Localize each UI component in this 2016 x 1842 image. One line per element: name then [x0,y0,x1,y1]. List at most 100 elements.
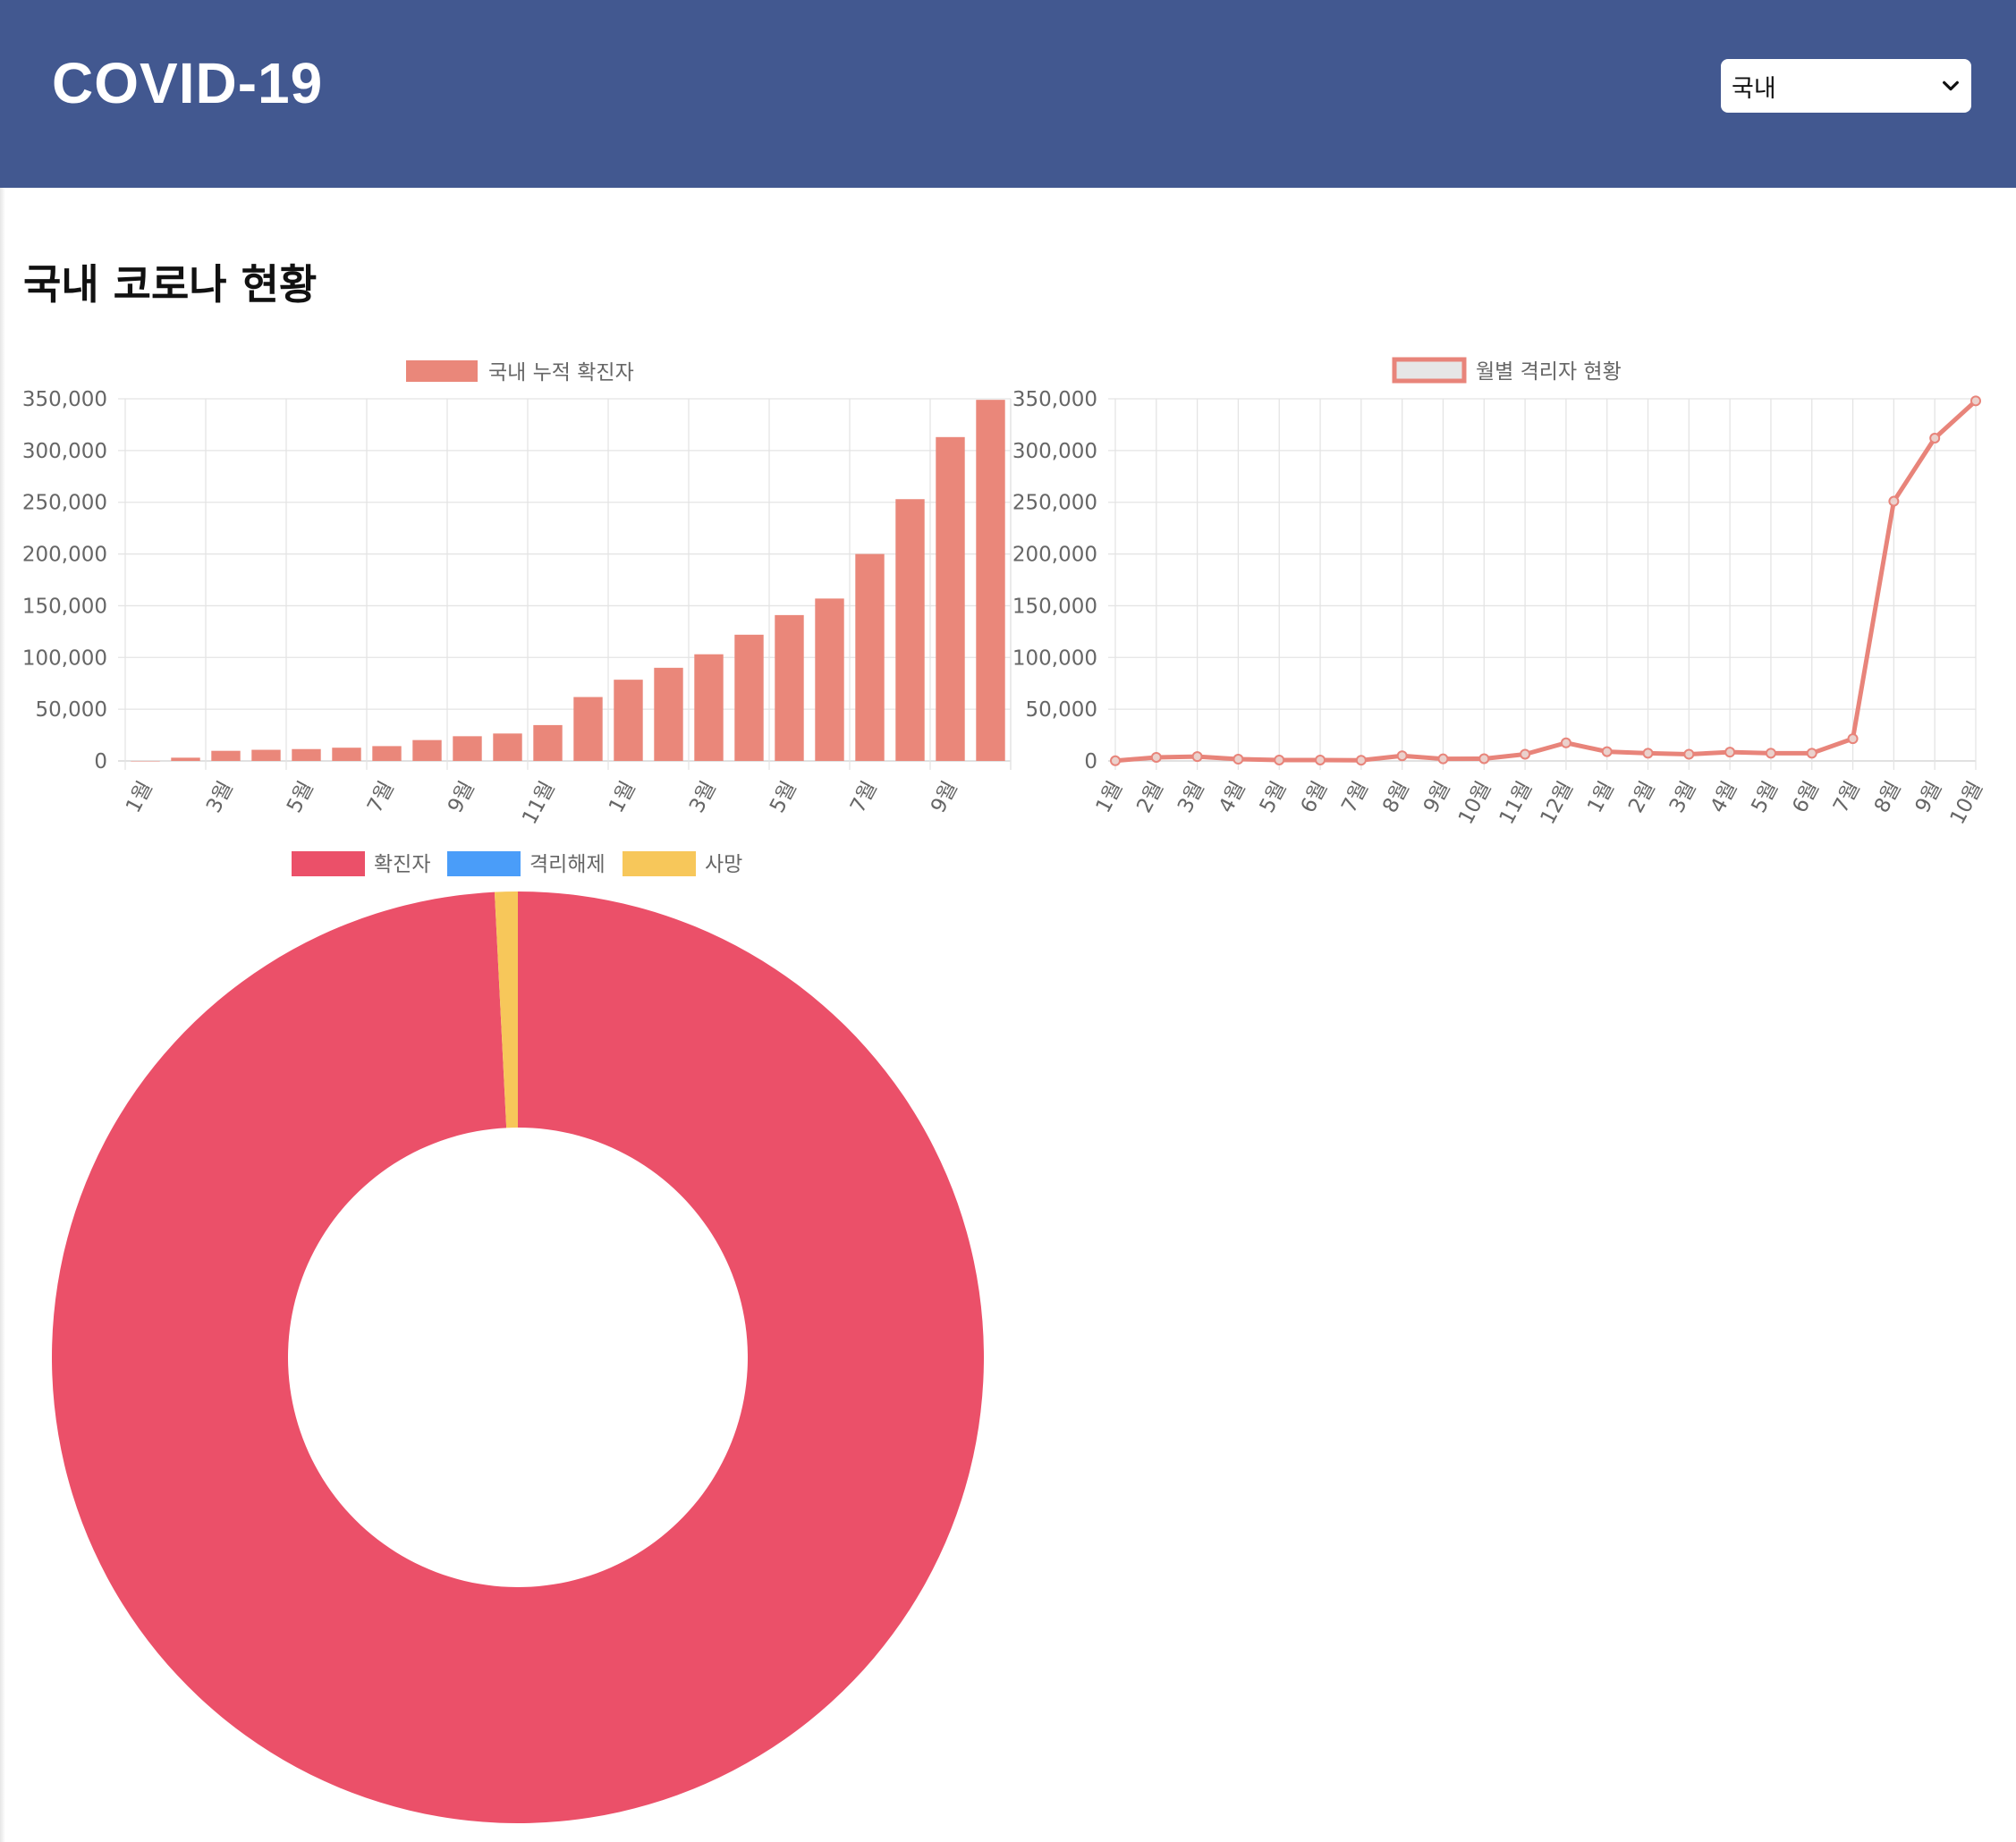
line-point [1970,395,1981,407]
line-point [1683,748,1695,760]
line-point [1929,432,1941,444]
bar-x-tick-label: 11월 [518,778,560,829]
line-y-tick-label: 100,000 [1012,646,1097,670]
bar-y-tick-label: 150,000 [22,595,107,618]
region-select[interactable]: 국내 [1721,59,1971,113]
logo[interactable]: COVID-19 [52,51,324,115]
line-point [1642,748,1654,759]
bar-y-tick-label: 250,000 [22,492,107,515]
top-header: COVID-19 국내 [0,0,2016,188]
bar [654,667,683,761]
bar-x-tick-label: 3월 [202,778,238,817]
bar-y-tick-label: 100,000 [22,646,107,670]
bar [815,598,844,761]
region-select-value: 국내 [1732,74,1776,103]
line-point [1274,754,1285,765]
line-x-tick-label: 1월 [1092,778,1128,817]
line-x-tick-label: 2월 [1132,778,1168,817]
donut-slice [494,891,518,1128]
donut-slice [52,891,985,1823]
line-x-tick-label: 9월 [1911,778,1947,817]
line-x-tick-label: 11월 [1495,778,1537,829]
bar [211,750,241,761]
line-point [1765,748,1776,759]
line-point [1315,754,1326,765]
bar [895,499,925,761]
bar [694,654,724,761]
line-x-tick-label: 1월 [1583,778,1619,817]
line-x-tick-label: 2월 [1624,778,1660,817]
bar [372,746,402,761]
chevron-down-icon [1943,80,1959,91]
line-path [1114,399,1978,764]
line-point [1560,737,1571,748]
line-x-tick-label: 3월 [1173,778,1209,817]
bar [131,760,160,762]
bar [936,436,965,761]
line-point [1355,755,1367,766]
line-x-tick-label: 8월 [1378,778,1414,817]
line-x-tick-label: 3월 [1665,778,1701,817]
donut-legend: 확진자 격리해제 사망 [292,851,742,876]
line-x-axis: 1월 2월 3월 4월 5월 6월 7월 8월 9월 10월 11월 12월 1월 2월 3월 4월 5월 6월 7… [1092,778,1988,829]
line-y-tick-label: 200,000 [1012,544,1097,567]
line-x-tick-label: 5월 [1747,778,1783,817]
bar [734,634,764,761]
page-title: 국내 코로나 현황 [23,260,318,308]
bar-x-tick-label: 1월 [122,778,157,817]
bar [573,697,603,761]
line-point [1232,754,1244,765]
bar [332,748,361,761]
line-x-tick-label: 4월 [1707,778,1742,817]
line-x-tick-label: 10월 [1946,778,1988,829]
bar-legend: 국내 누적 확진자 [406,360,634,384]
donut-legend-label: 격리해제 [529,853,606,876]
line-x-tick-label: 12월 [1537,778,1579,829]
bar-x-tick-label: 9월 [927,778,962,817]
donut-legend-swatch [292,851,365,876]
line-point [1396,750,1408,762]
line-legend-swatch[interactable] [1392,357,1467,384]
line-x-tick-label: 7월 [1337,778,1373,817]
line-grid [1108,398,1977,770]
bar-x-tick-label: 7월 [363,778,399,817]
bar-y-tick-label: 0 [94,750,107,773]
line-point [1150,751,1162,763]
line-y-axis: 0 50,000 100,000 150,000 200,000 250,000 300,0… [1012,388,1097,773]
donut-legend-swatch [447,851,521,876]
line-point [1601,746,1613,757]
line-point [1888,495,1900,507]
bar-legend-swatch[interactable] [406,360,478,382]
line-x-tick-label: 6월 [1788,778,1824,817]
line-y-tick-label: 150,000 [1012,595,1097,618]
donut-slices [52,891,985,1823]
bar [775,614,804,761]
bar-y-tick-label: 200,000 [22,544,107,567]
line-y-tick-label: 300,000 [1012,440,1097,463]
line-legend-label: 월별 격리자 현황 [1476,360,1622,384]
bar [976,400,1005,761]
line-y-tick-label: 0 [1084,750,1097,773]
line-x-tick-label: 5월 [1256,778,1292,817]
monthly-isolation-line-chart: 월별 격리자 현황 0 50,000 100,000 150,000 200,000 25… [1012,357,1988,829]
bar [855,553,885,761]
bar-grid [118,398,1012,770]
bar-x-tick-label: 5월 [283,778,318,817]
bar [493,733,522,761]
line-point [1191,751,1203,763]
line-x-tick-label: 7월 [1829,778,1865,817]
line-point [1806,748,1817,759]
line-x-tick-label: 8월 [1870,778,1906,817]
bar-x-tick-label: 7월 [846,778,882,817]
line-y-tick-label: 50,000 [1026,698,1097,722]
donut-legend-label: 확진자 [374,853,430,876]
line-point [1478,753,1490,765]
cumulative-cases-bar-chart: 국내 누적 확진자 0 50,000 100,000 150,000 200,000 25… [22,360,1012,829]
bar-y-tick-label: 350,000 [22,388,107,411]
line-legend: 월별 격리자 현황 [1392,357,1622,384]
bar [412,739,442,761]
line-x-tick-label: 10월 [1454,778,1496,829]
bar [453,736,482,761]
bar-x-tick-label: 9월 [444,778,479,817]
line-x-tick-label: 6월 [1297,778,1333,817]
